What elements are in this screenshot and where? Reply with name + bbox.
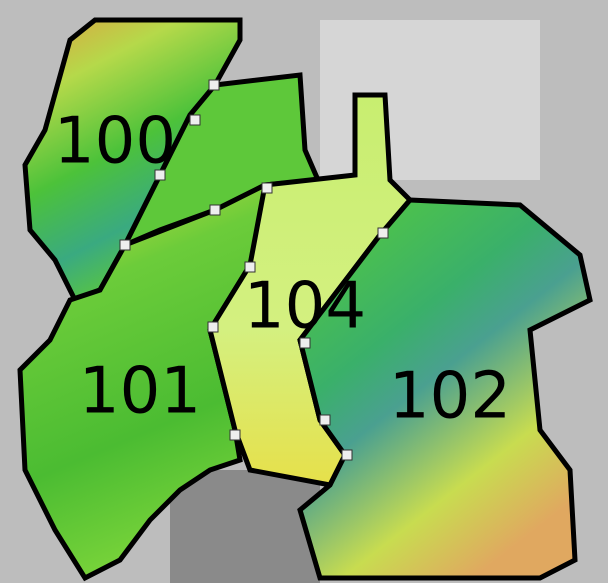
node (210, 205, 220, 215)
node (208, 322, 218, 332)
region-label: 100 (54, 105, 176, 179)
node (342, 450, 352, 460)
background-patch (170, 470, 320, 583)
region-label: 101 (79, 355, 201, 429)
region-label: 102 (389, 360, 511, 434)
node (190, 115, 200, 125)
map: 100 101 104 102 (0, 0, 608, 583)
node (320, 415, 330, 425)
node (378, 228, 388, 238)
node (230, 430, 240, 440)
node (262, 183, 272, 193)
page: 100 101 104 102 (() => { const data = JS… (0, 0, 608, 583)
node (209, 80, 219, 90)
region-label: 104 (244, 270, 366, 344)
node (120, 240, 130, 250)
